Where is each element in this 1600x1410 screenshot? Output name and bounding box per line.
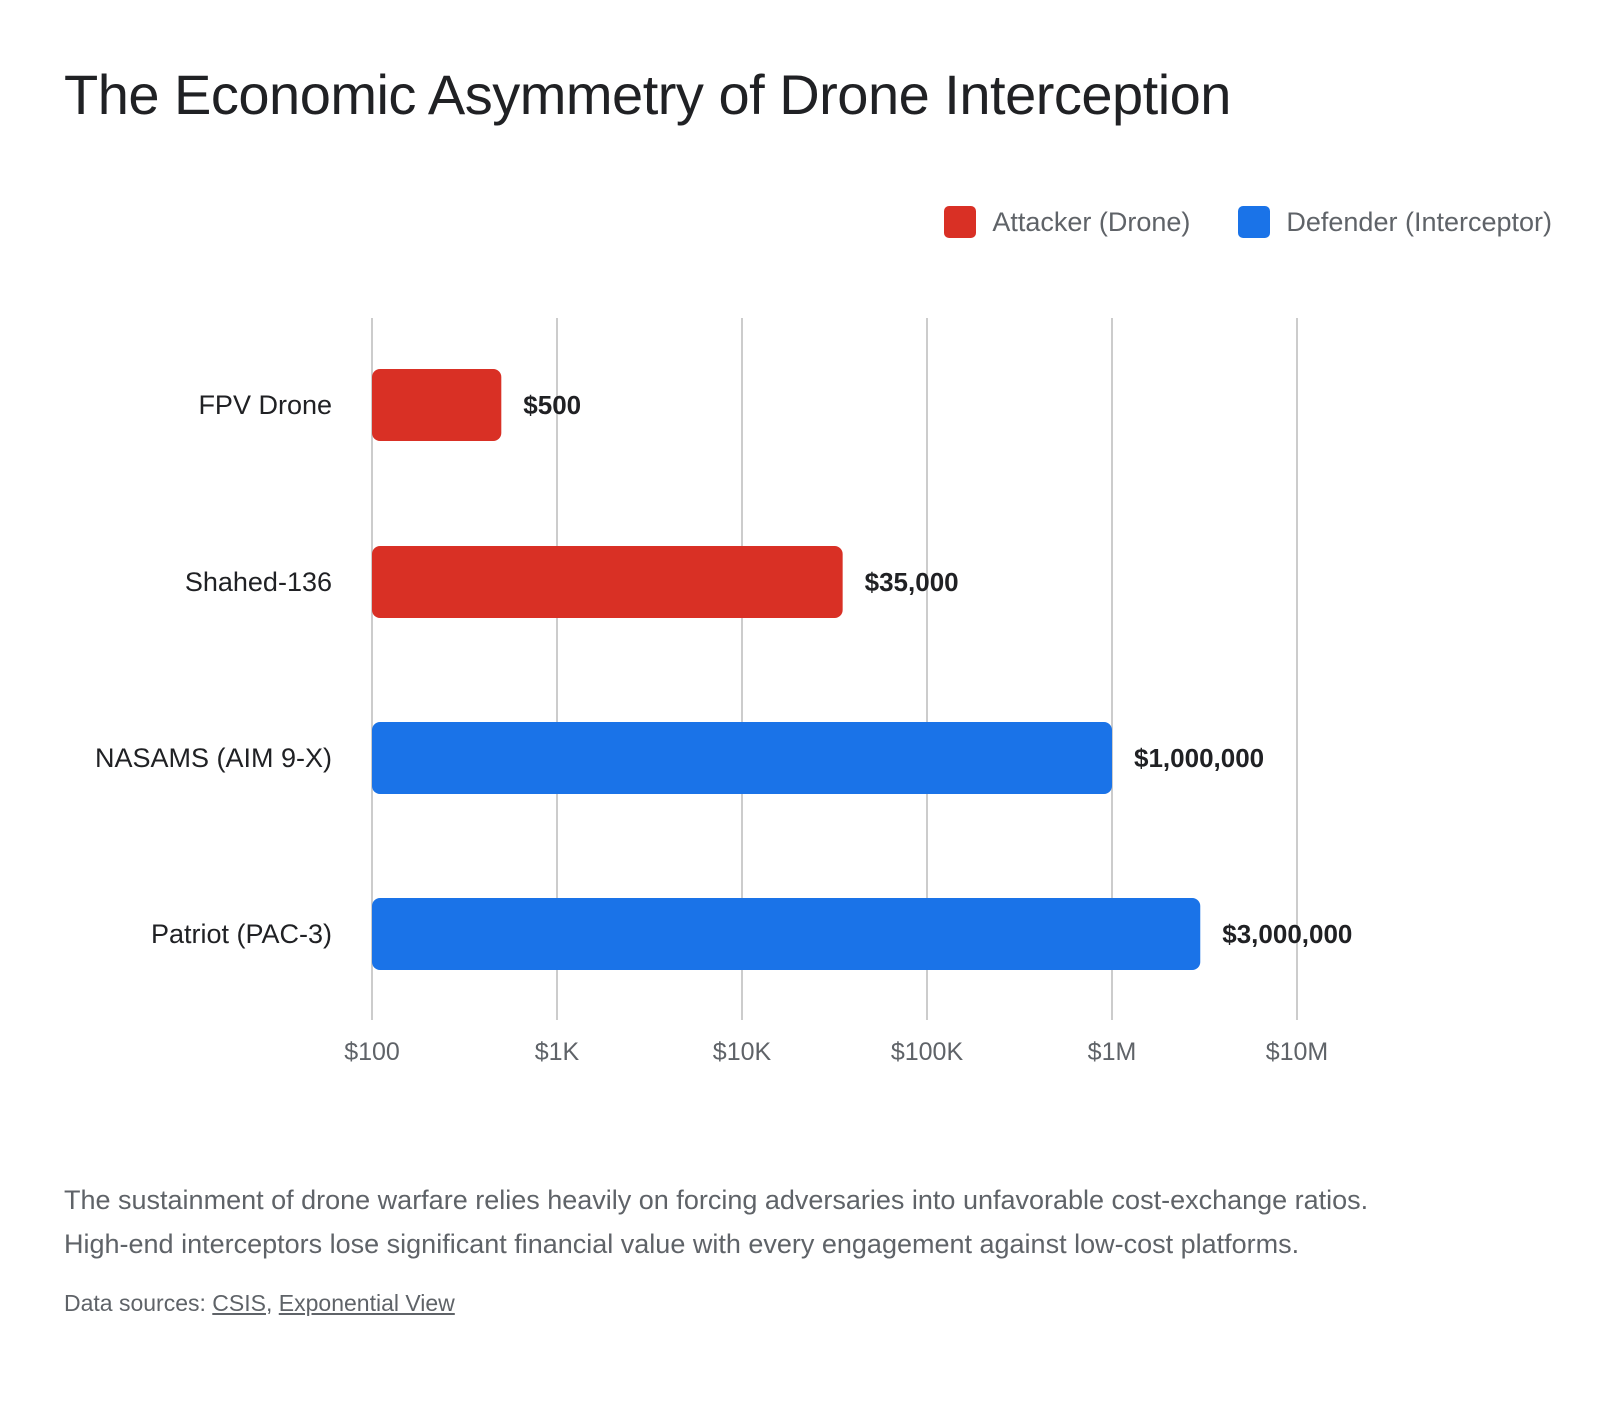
value-label: $35,000 <box>865 567 959 597</box>
legend-swatch-defender <box>1238 206 1271 238</box>
source-link-csis[interactable]: CSIS <box>212 1290 266 1316</box>
value-label: $500 <box>523 390 581 420</box>
x-tick-label: $10K <box>713 1038 772 1066</box>
chart-caption: The sustainment of drone warfare relies … <box>64 1178 1504 1266</box>
sources-separator: , <box>265 1290 273 1316</box>
bar-chart: $100 $1K $10K $100K $1M $10M FPV Drone $500 Shah… <box>95 318 1352 1066</box>
category-label: NASAMS (AIM 9-X) <box>95 743 332 773</box>
x-tick-label: $1K <box>535 1038 580 1066</box>
bar <box>372 546 843 618</box>
chart-title: The Economic Asymmetry of Drone Intercep… <box>64 63 1231 126</box>
x-tick-label: $1M <box>1088 1038 1137 1066</box>
x-tick-label: $100K <box>891 1038 964 1066</box>
caption-line-2: High-end interceptors lose significant f… <box>64 1229 1300 1259</box>
value-label: $1,000,000 <box>1134 743 1264 773</box>
x-tick-label: $10M <box>1266 1038 1329 1066</box>
category-label: Patriot (PAC-3) <box>151 919 332 949</box>
bar <box>372 369 502 441</box>
legend-label-attacker: Attacker (Drone) <box>992 206 1191 237</box>
legend-item-attacker: Attacker (Drone) <box>944 206 1190 238</box>
category-label: FPV Drone <box>198 390 332 420</box>
value-label: $3,000,000 <box>1222 919 1352 949</box>
x-tick-label: $100 <box>344 1038 400 1066</box>
legend-label-defender: Defender (Interceptor) <box>1286 206 1552 237</box>
bar <box>372 898 1201 970</box>
legend-swatch-attacker <box>944 206 977 238</box>
sources-prefix: Data sources: <box>64 1290 206 1316</box>
caption-line-1: The sustainment of drone warfare relies … <box>64 1185 1369 1215</box>
source-link-exponential-view[interactable]: Exponential View <box>278 1290 455 1316</box>
legend-item-defender: Defender (Interceptor) <box>1238 206 1552 238</box>
data-sources: Data sources: CSIS, Exponential View <box>64 1290 455 1317</box>
category-label: Shahed-136 <box>185 567 332 597</box>
bar <box>372 722 1112 794</box>
chart-legend: Attacker (Drone) Defender (Interceptor) <box>944 206 1552 238</box>
